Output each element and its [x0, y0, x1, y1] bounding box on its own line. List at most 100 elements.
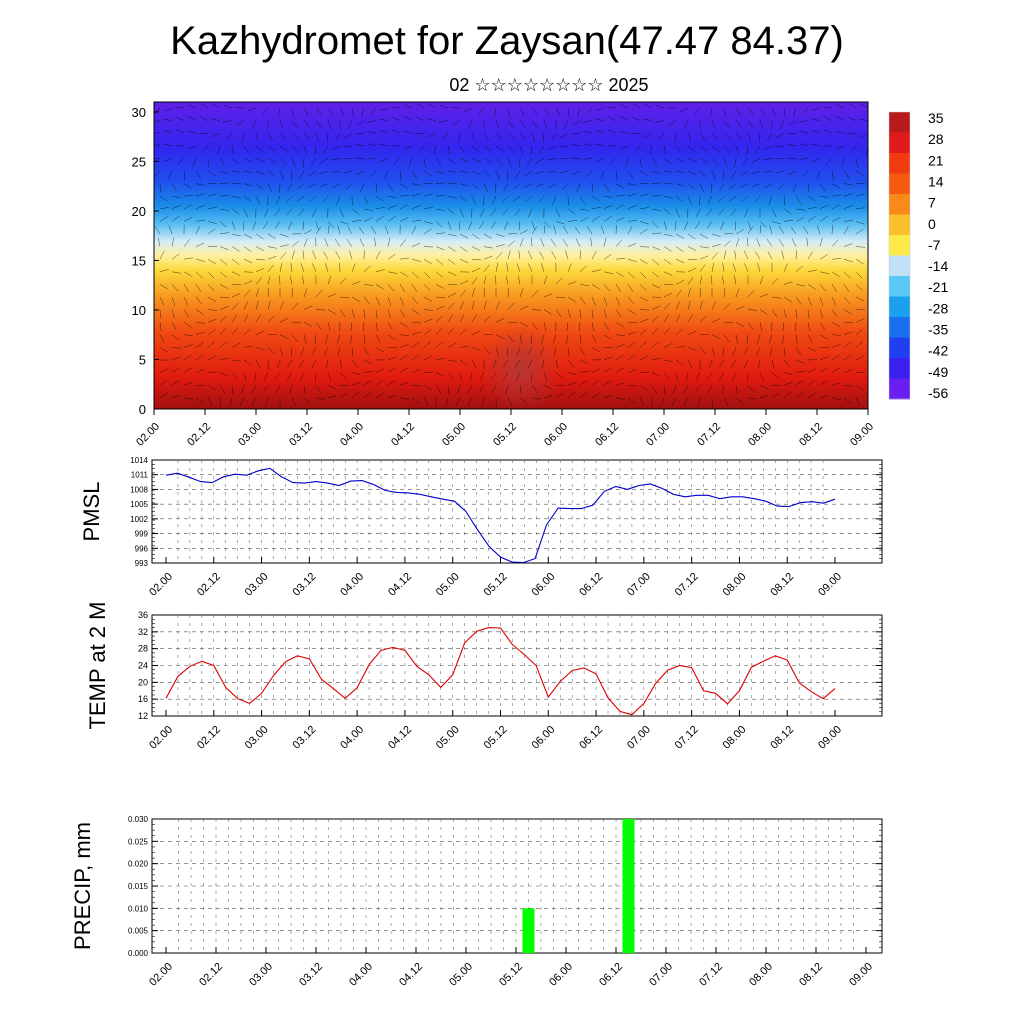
cross-section-x-tick-label: 05.00	[440, 421, 468, 449]
pmsl-y-tick-label: 1005	[130, 500, 148, 509]
pmsl-y-tick-label: 1002	[130, 515, 148, 524]
colorbar-swatch	[889, 317, 910, 338]
colorbar-label: 28	[928, 131, 944, 147]
pmsl-x-tick-label: 05.12	[482, 571, 510, 599]
cross-section-x-tick-label: 02.00	[134, 421, 162, 449]
cross-section-x-tick-label: 07.12	[695, 421, 723, 449]
colorbar-swatch	[889, 133, 910, 154]
cross-section-y-tick-label: 15	[132, 253, 146, 268]
temp-2m-y-tick-label: 32	[138, 627, 148, 637]
colorbar-swatch	[889, 153, 910, 174]
colorbar-label: -21	[928, 279, 948, 295]
colorbar-label: -49	[928, 364, 948, 380]
colorbar-swatch	[889, 174, 910, 195]
precip-x-tick-label: 03.00	[247, 961, 275, 989]
temp-2m-y-tick-label: 20	[138, 677, 148, 687]
cross-section-y-tick-label: 30	[132, 105, 146, 120]
precip-x-tick-label: 05.00	[447, 961, 475, 989]
wind-vector	[868, 385, 872, 393]
wind-vector	[868, 183, 877, 184]
precip-y-tick-label: 0.000	[128, 949, 149, 958]
chart-title: Kazhydromet for Zaysan(47.47 84.37)	[170, 19, 844, 63]
pmsl-x-tick-label: 07.12	[673, 571, 701, 599]
pmsl-y-tick-label: 1011	[131, 471, 149, 480]
precip-x-tick-label: 02.12	[197, 961, 225, 989]
colorbar-label: -42	[928, 343, 948, 359]
precip-x-tick-label: 08.00	[747, 961, 775, 989]
temp-2m-x-tick-label: 07.00	[625, 724, 653, 752]
temp-2m-x-tick-label: 03.12	[291, 724, 319, 752]
wind-vector	[868, 247, 876, 251]
colorbar-swatch	[889, 276, 910, 297]
cross-section-x-tick-label: 08.00	[746, 421, 774, 449]
pmsl-x-tick-label: 09.00	[816, 571, 844, 599]
wind-vector	[868, 272, 875, 278]
pmsl-x-tick-label: 05.00	[434, 571, 462, 599]
colorbar-swatch	[889, 194, 910, 215]
colorbar-swatch	[889, 297, 910, 318]
pmsl-y-tick-label: 1014	[130, 456, 148, 465]
wind-vector	[868, 259, 875, 265]
cross-section-x-tick-label: 09.00	[848, 421, 876, 449]
colorbar-label: -35	[928, 322, 948, 338]
temp-2m-x-tick-label: 05.12	[482, 724, 510, 752]
precip-y-tick-label: 0.030	[128, 815, 149, 824]
precip-y-tick-label: 0.020	[128, 860, 149, 869]
precip-x-tick-label: 02.00	[147, 961, 175, 989]
precip-y-tick-label: 0.010	[128, 904, 149, 913]
cross-section-y-tick-label: 25	[132, 154, 146, 169]
pmsl-y-axis-title: PMSL	[79, 482, 104, 542]
wind-vector	[868, 158, 873, 165]
pmsl-x-tick-label: 02.00	[147, 571, 175, 599]
precip-y-axis-title: PRECIP, mm	[70, 822, 95, 950]
pmsl-frame	[152, 460, 882, 563]
temp-2m-y-tick-label: 12	[138, 711, 148, 721]
colorbar-swatch	[889, 215, 910, 236]
precip-bar	[623, 819, 635, 953]
colorbar-label: 35	[928, 110, 944, 126]
precip-x-tick-label: 04.12	[397, 961, 425, 989]
colorbar-swatch	[889, 235, 910, 256]
temp-2m-x-tick-label: 08.00	[721, 724, 749, 752]
cross-section-x-tick-label: 07.00	[644, 421, 672, 449]
cross-section-x-tick-label: 03.12	[287, 421, 315, 449]
precip-x-tick-label: 07.12	[697, 961, 725, 989]
pmsl-x-tick-label: 02.12	[195, 571, 223, 599]
wind-vector	[868, 328, 874, 335]
pmsl-y-tick-label: 1008	[130, 485, 148, 494]
wind-vector	[868, 342, 875, 348]
colorbar-swatch	[889, 112, 910, 133]
precip-x-tick-label: 08.12	[797, 961, 825, 989]
temp-2m-x-tick-label: 06.00	[529, 724, 557, 752]
precip-x-tick-label: 09.00	[847, 961, 875, 989]
wind-vector	[868, 221, 874, 228]
precip-y-tick-label: 0.015	[128, 882, 149, 891]
wind-vector	[868, 209, 877, 211]
cross-section-x-tick-label: 02.12	[185, 421, 213, 449]
colorbar-swatch	[889, 338, 910, 359]
cross-section-y-tick-label: 10	[132, 303, 146, 318]
colorbar-swatch	[889, 379, 910, 400]
wind-vector	[868, 358, 877, 360]
cross-section-y-tick-label: 20	[132, 204, 146, 219]
cross-section-y-tick-label: 0	[139, 402, 146, 417]
temp-2m-y-tick-label: 24	[138, 661, 148, 671]
precip-frame	[152, 819, 882, 953]
precip-bar	[523, 908, 535, 953]
temp-2m-x-tick-label: 02.00	[147, 724, 175, 752]
temp-2m-y-axis-title: TEMP at 2 M	[85, 602, 110, 730]
temp-2m-x-tick-label: 02.12	[195, 724, 223, 752]
temp-2m-x-tick-label: 04.12	[386, 724, 414, 752]
pmsl-x-tick-label: 08.00	[721, 571, 749, 599]
precip-x-tick-label: 03.12	[297, 961, 325, 989]
temp-2m-x-tick-label: 09.00	[816, 724, 844, 752]
colorbar-label: 14	[928, 173, 944, 189]
pmsl-x-tick-label: 08.12	[768, 571, 796, 599]
chart-subtitle: 02 ☆☆☆☆☆☆☆☆ 2025	[449, 75, 648, 95]
colorbar-label: -7	[928, 237, 941, 253]
colorbar-label: 0	[928, 216, 936, 232]
